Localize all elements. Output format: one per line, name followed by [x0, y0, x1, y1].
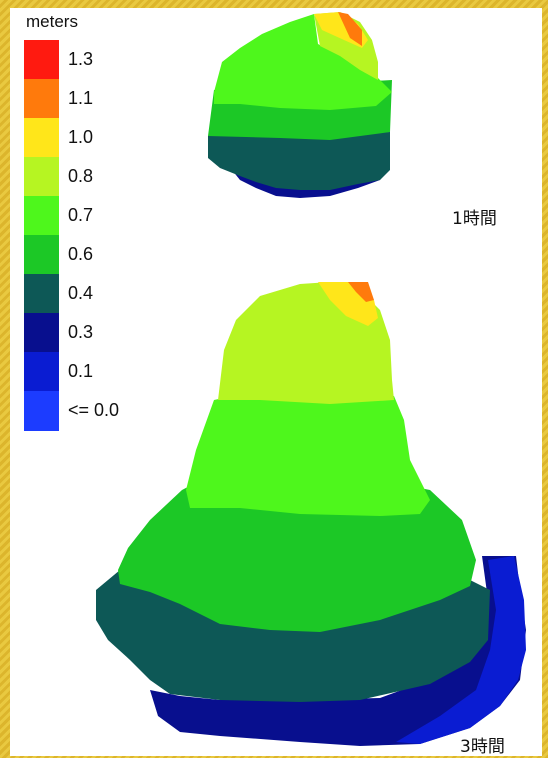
legend-item: 1.0 [24, 118, 204, 158]
legend-swatch [24, 352, 59, 392]
legend-swatch [24, 313, 59, 353]
legend-swatch [24, 235, 59, 275]
legend-label: 0.3 [68, 322, 94, 342]
legend-label: 1.1 [68, 88, 94, 108]
legend-item: 1.1 [24, 79, 204, 119]
legend-label: 0.6 [68, 244, 94, 264]
zone-0.7-3h [186, 390, 430, 516]
map-3hour [96, 282, 526, 746]
legend-item: 0.8 [24, 157, 204, 197]
legend-swatch [24, 40, 59, 80]
zone-0.1-3h [396, 556, 526, 744]
legend-swatch [24, 274, 59, 314]
legend-item: 0.4 [24, 274, 204, 314]
map-label-1hour: 1時間 [452, 209, 497, 229]
legend-swatch [24, 196, 59, 236]
zone-0.4-1h [208, 132, 390, 190]
legend-swatch [24, 391, 59, 431]
legend-label: 0.7 [68, 205, 94, 225]
zone-1.1-3h [348, 282, 374, 302]
legend-label: 0.4 [68, 283, 94, 303]
legend-swatch [24, 157, 59, 197]
legend-item: 0.7 [24, 196, 204, 236]
legend-swatch [24, 118, 59, 158]
legend-swatch [24, 79, 59, 119]
map-1hour [208, 12, 392, 198]
legend-item: 0.3 [24, 313, 204, 353]
legend-item: <= 0.0 [24, 391, 204, 431]
zone-0.7-1h [214, 14, 392, 110]
legend-label: 1.3 [68, 49, 94, 69]
legend-title: meters [26, 12, 78, 31]
legend-label: 0.1 [68, 361, 94, 381]
map-label-3hour: 3時間 [460, 737, 505, 757]
legend-item: 0.6 [24, 235, 204, 275]
legend-label: 0.8 [68, 166, 94, 186]
legend-item: 1.3 [24, 40, 204, 80]
zone-1.1-1h [338, 12, 362, 46]
zone-0.3-3h [150, 556, 526, 746]
legend-item: 0.1 [24, 352, 204, 392]
legend-label: <= 0.0 [68, 400, 120, 420]
legend-label: 1.0 [68, 127, 94, 147]
